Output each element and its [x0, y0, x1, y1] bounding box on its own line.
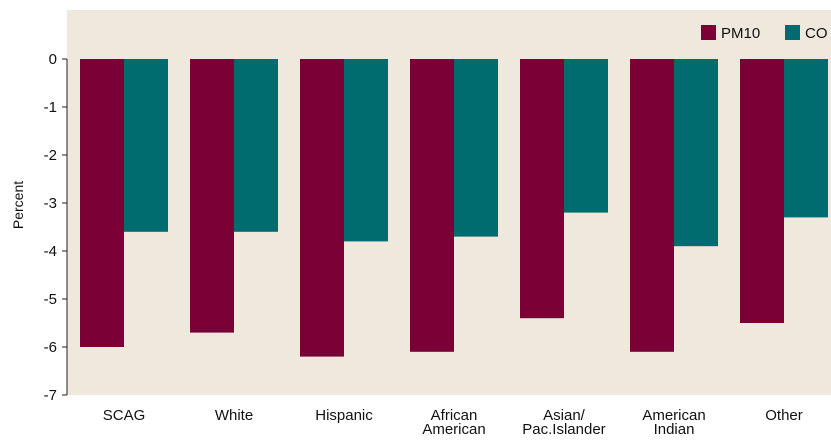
bar-pm10-4 — [520, 59, 564, 319]
legend-label-pm10: PM10 — [721, 25, 760, 42]
x-category-label: Other — [765, 407, 803, 424]
bar-co-0 — [124, 59, 168, 232]
legend: PM10 CO — [701, 25, 828, 42]
y-tick-label: -5 — [44, 291, 57, 308]
y-axis-title: Percent — [10, 181, 26, 229]
x-category-label: Hispanic — [315, 407, 373, 424]
bar-pm10-2 — [300, 59, 344, 357]
x-category-label: African American — [422, 407, 485, 438]
y-tick-label: 0 — [49, 51, 57, 68]
y-tick-label: -6 — [44, 339, 57, 356]
x-category-label: White — [215, 407, 253, 424]
bar-co-3 — [454, 59, 498, 237]
bar-pm10-5 — [630, 59, 674, 352]
bar-pm10-6 — [740, 59, 784, 323]
y-tick-label: -2 — [44, 147, 57, 164]
y-tick-label: -7 — [44, 387, 57, 404]
bar-co-5 — [674, 59, 718, 247]
bar-pm10-1 — [190, 59, 234, 333]
bar-co-2 — [344, 59, 388, 242]
y-tick-label: -3 — [44, 195, 57, 212]
bars — [80, 59, 828, 357]
bar-co-6 — [784, 59, 828, 218]
bar-co-1 — [234, 59, 278, 232]
bar-pm10-0 — [80, 59, 124, 347]
x-category-label: American Indian — [642, 407, 705, 438]
legend-swatch-pm10 — [701, 25, 716, 40]
bar-co-4 — [564, 59, 608, 213]
x-category-label: Asian/Pac.Islander — [522, 407, 605, 438]
legend-label-co: CO — [805, 25, 828, 42]
y-tick-label: -1 — [44, 99, 57, 116]
x-category-label: SCAG — [103, 407, 146, 424]
bar-pm10-3 — [410, 59, 454, 352]
legend-swatch-co — [785, 25, 800, 40]
y-tick-label: -4 — [44, 243, 57, 260]
x-axis-labels: SCAG White Hispanic African American Asian/Pa… — [103, 407, 803, 438]
y-axis: 0 -1 -2 -3 -4 -5 -6 -7 — [44, 51, 68, 404]
